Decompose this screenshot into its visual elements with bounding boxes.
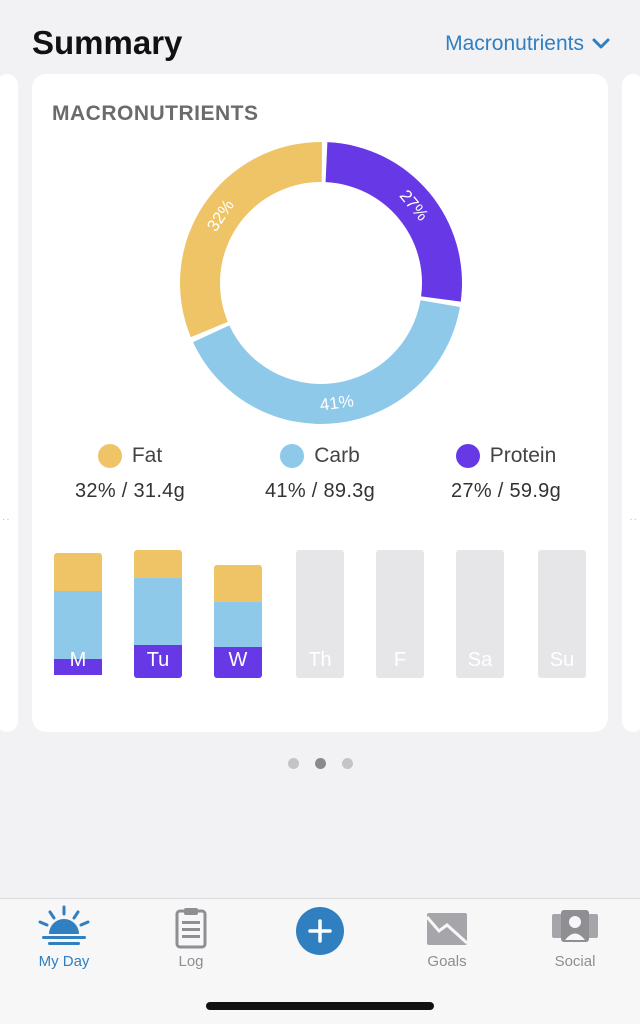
bar-segment-fat — [214, 565, 262, 602]
bar-segment-carb — [54, 590, 102, 659]
day-label: Sa — [467, 649, 493, 671]
legend-item-protein: Protein 27% / 59.9g — [406, 440, 606, 503]
bar-segment-carb — [134, 577, 182, 646]
header: Summary Macronutrients — [0, 0, 640, 72]
day-bar-th[interactable]: Th — [296, 550, 344, 678]
home-indicator — [206, 1002, 434, 1010]
page-dot-1[interactable] — [287, 758, 299, 769]
carb-swatch — [280, 444, 305, 468]
weekly-macro-bars: M Tu W Th F Sa Su — [32, 550, 608, 680]
macronutrients-card: MACRONUTRIENTS 27% 41% 32% Fat 32% / 31.4g… — [32, 74, 608, 732]
tab-label-goals: Goals — [427, 953, 467, 970]
day-label: W — [228, 649, 248, 671]
plus-icon — [308, 919, 332, 943]
fat-swatch — [97, 444, 122, 468]
view-selector-label: Macronutrients — [445, 32, 584, 55]
tab-label-log: Log — [178, 953, 204, 970]
day-bar-f[interactable]: F — [376, 550, 424, 678]
legend-item-carb: Carb 41% / 89.3g — [220, 440, 420, 503]
legend-value-carb: 41% / 89.3g — [264, 480, 376, 502]
bar-segment-protein — [54, 658, 102, 676]
clipboard-icon — [175, 908, 207, 949]
chevron-down-icon — [592, 38, 610, 49]
empty-bar — [538, 550, 586, 678]
empty-bar — [456, 550, 504, 678]
stacked-bar — [214, 565, 262, 678]
protein-swatch — [455, 444, 480, 468]
legend-label-fat: Fat — [131, 444, 163, 467]
sunrise-icon — [38, 905, 90, 945]
bar-segment-fat — [54, 552, 102, 591]
bar-segment-protein — [134, 645, 182, 678]
legend-label-carb: Carb — [314, 444, 360, 467]
previous-card-peek[interactable] — [0, 74, 18, 732]
legend-value-fat: 32% / 31.4g — [74, 480, 186, 502]
bar-segment-fat — [134, 550, 182, 578]
day-bar-tu[interactable]: Tu — [134, 550, 182, 678]
tab-label-social: Social — [554, 953, 596, 970]
view-selector-dropdown[interactable]: Macronutrients — [445, 32, 610, 56]
stacked-bar — [54, 552, 102, 678]
day-label: F — [393, 649, 407, 671]
empty-bar — [376, 550, 424, 678]
day-label: Su — [549, 649, 575, 671]
bar-segment-carb — [214, 601, 262, 647]
legend-value-protein: 27% / 59.9g — [450, 480, 562, 502]
chart-envelope-icon — [425, 913, 469, 945]
card-title: MACRONUTRIENTS — [52, 102, 259, 125]
donut-slice-protein — [325, 142, 462, 302]
tab-label-my-day: My Day — [38, 953, 90, 970]
donut-label-carb: 41% — [319, 391, 355, 414]
legend-label-protein: Protein — [489, 444, 557, 467]
day-bar-sa[interactable]: Sa — [456, 550, 504, 678]
day-label: M — [69, 649, 87, 671]
legend-item-fat: Fat 32% / 31.4g — [30, 440, 230, 503]
day-label: Tu — [146, 649, 170, 671]
day-bar-m[interactable]: M — [54, 550, 102, 678]
tab-log[interactable]: Log — [136, 905, 246, 985]
page-dot-3[interactable] — [341, 758, 353, 769]
page-indicator — [0, 758, 640, 770]
stacked-bar — [134, 550, 182, 678]
day-bar-w[interactable]: W — [214, 550, 262, 678]
page-dot-2[interactable] — [314, 758, 326, 769]
people-icon — [552, 910, 598, 942]
page-title: Summary — [32, 24, 183, 61]
tab-social[interactable]: Social — [520, 905, 630, 985]
previous-card-indicator: ·· — [2, 514, 11, 525]
tab-goals[interactable]: Goals — [392, 905, 502, 985]
next-card-indicator: ·· — [629, 514, 638, 525]
empty-bar — [296, 550, 344, 678]
donut-slice-fat — [180, 142, 322, 338]
donut-slice-carb — [193, 300, 460, 424]
chart-legend: Fat 32% / 31.4g Carb 41% / 89.3g Protein… — [32, 440, 608, 510]
tab-my-day[interactable]: My Day — [9, 905, 119, 985]
bar-segment-protein — [214, 646, 262, 678]
macronutrient-donut-chart: 27%41%32% — [180, 142, 462, 424]
add-button[interactable] — [296, 907, 344, 955]
next-card-peek[interactable] — [622, 74, 640, 732]
day-bar-su[interactable]: Su — [538, 550, 586, 678]
day-label: Th — [308, 649, 332, 671]
